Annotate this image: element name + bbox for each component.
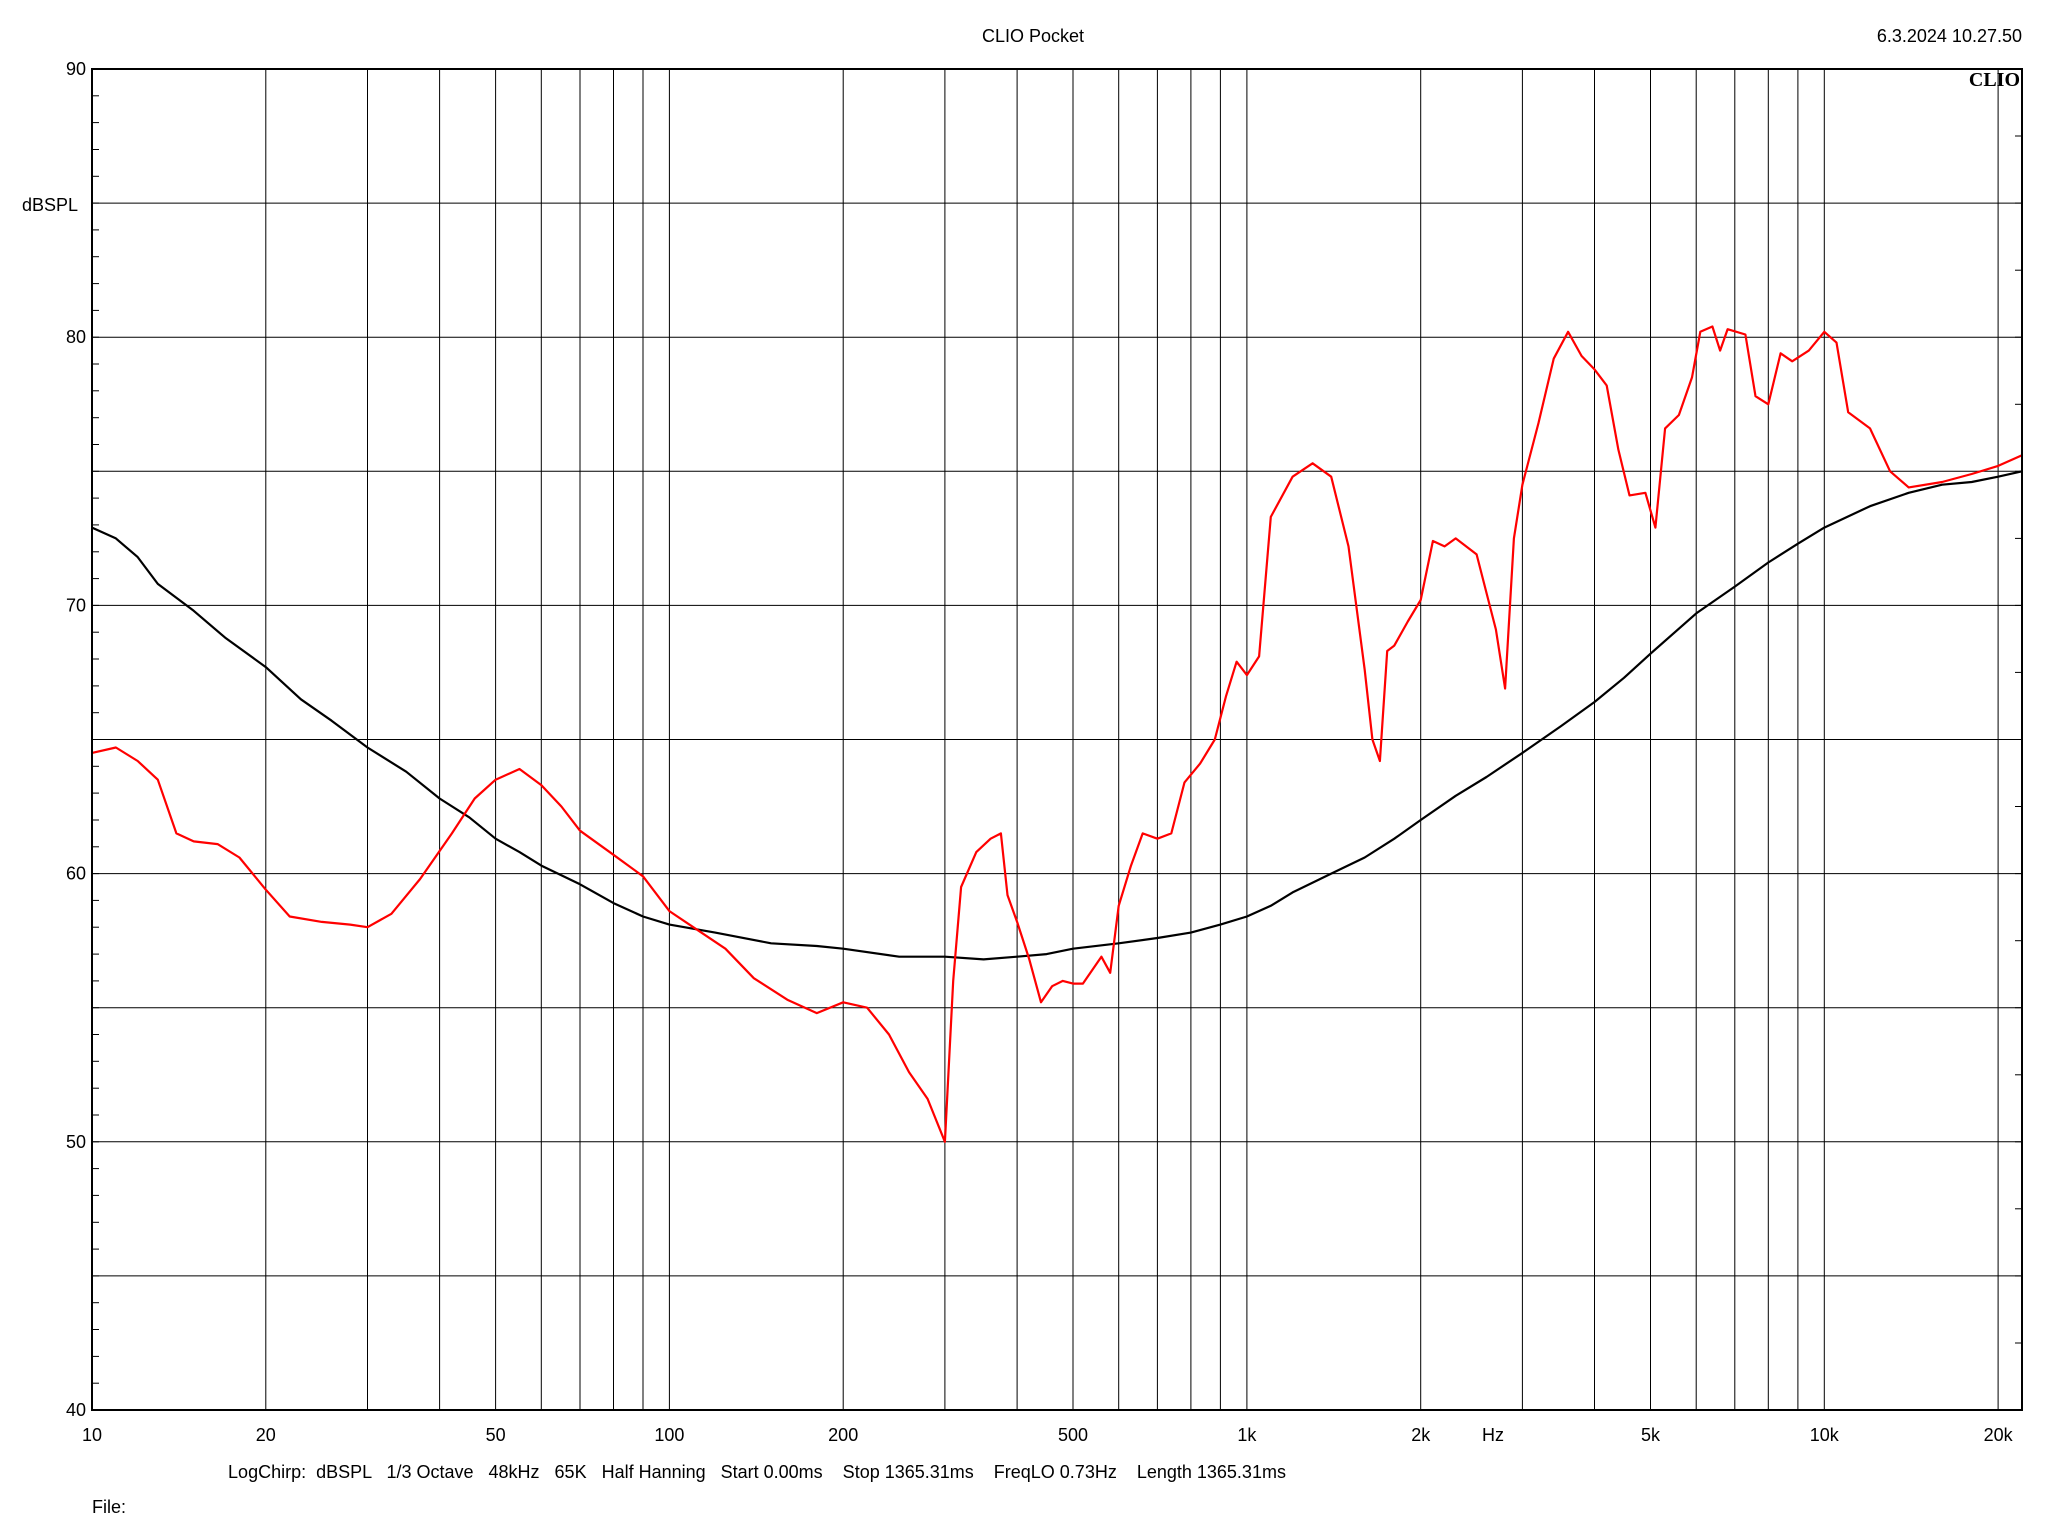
x-tick-label: 10k <box>1810 1425 1840 1445</box>
series-line-red <box>91 325 2023 1143</box>
grid <box>92 69 2022 1410</box>
y-axis-unit-label: dBSPL <box>22 195 78 215</box>
x-tick-label: 5k <box>1641 1425 1661 1445</box>
tick-labels: 10 20 50 100 200 500 1k 2k 5k 10k 20k 40 50 60 70 80 90 <box>66 59 2014 1445</box>
x-tick-label: 1k <box>1237 1425 1257 1445</box>
x-tick-label: 2k <box>1411 1425 1431 1445</box>
x-tick-label: 10 <box>82 1425 102 1445</box>
measurement-info: LogChirp: dBSPL 1/3 Octave 48kHz 65K Hal… <box>228 1462 1286 1482</box>
x-tick-label: 500 <box>1058 1425 1088 1445</box>
y-tick-label: 70 <box>66 595 86 615</box>
series-layer <box>91 325 2023 1143</box>
x-tick-label: 20 <box>256 1425 276 1445</box>
y-tick-label: 40 <box>66 1400 86 1420</box>
x-axis-unit-label: Hz <box>1482 1425 1504 1445</box>
chart-title: CLIO Pocket <box>982 26 1084 46</box>
y-tick-label: 60 <box>66 864 86 884</box>
x-tick-label: 100 <box>654 1425 684 1445</box>
y-tick-label: 50 <box>66 1132 86 1152</box>
file-label: File: <box>92 1497 126 1517</box>
x-tick-label: 50 <box>486 1425 506 1445</box>
clio-logo: CLIO <box>1969 69 2020 91</box>
x-tick-label: 200 <box>828 1425 858 1445</box>
timestamp: 6.3.2024 10.27.50 <box>1877 26 2022 46</box>
x-tick-label: 20k <box>1984 1425 2014 1445</box>
series-line-black <box>91 470 2023 961</box>
y-tick-label: 90 <box>66 59 86 79</box>
y-tick-label: 80 <box>66 327 86 347</box>
plot-frame <box>91 68 2023 1411</box>
